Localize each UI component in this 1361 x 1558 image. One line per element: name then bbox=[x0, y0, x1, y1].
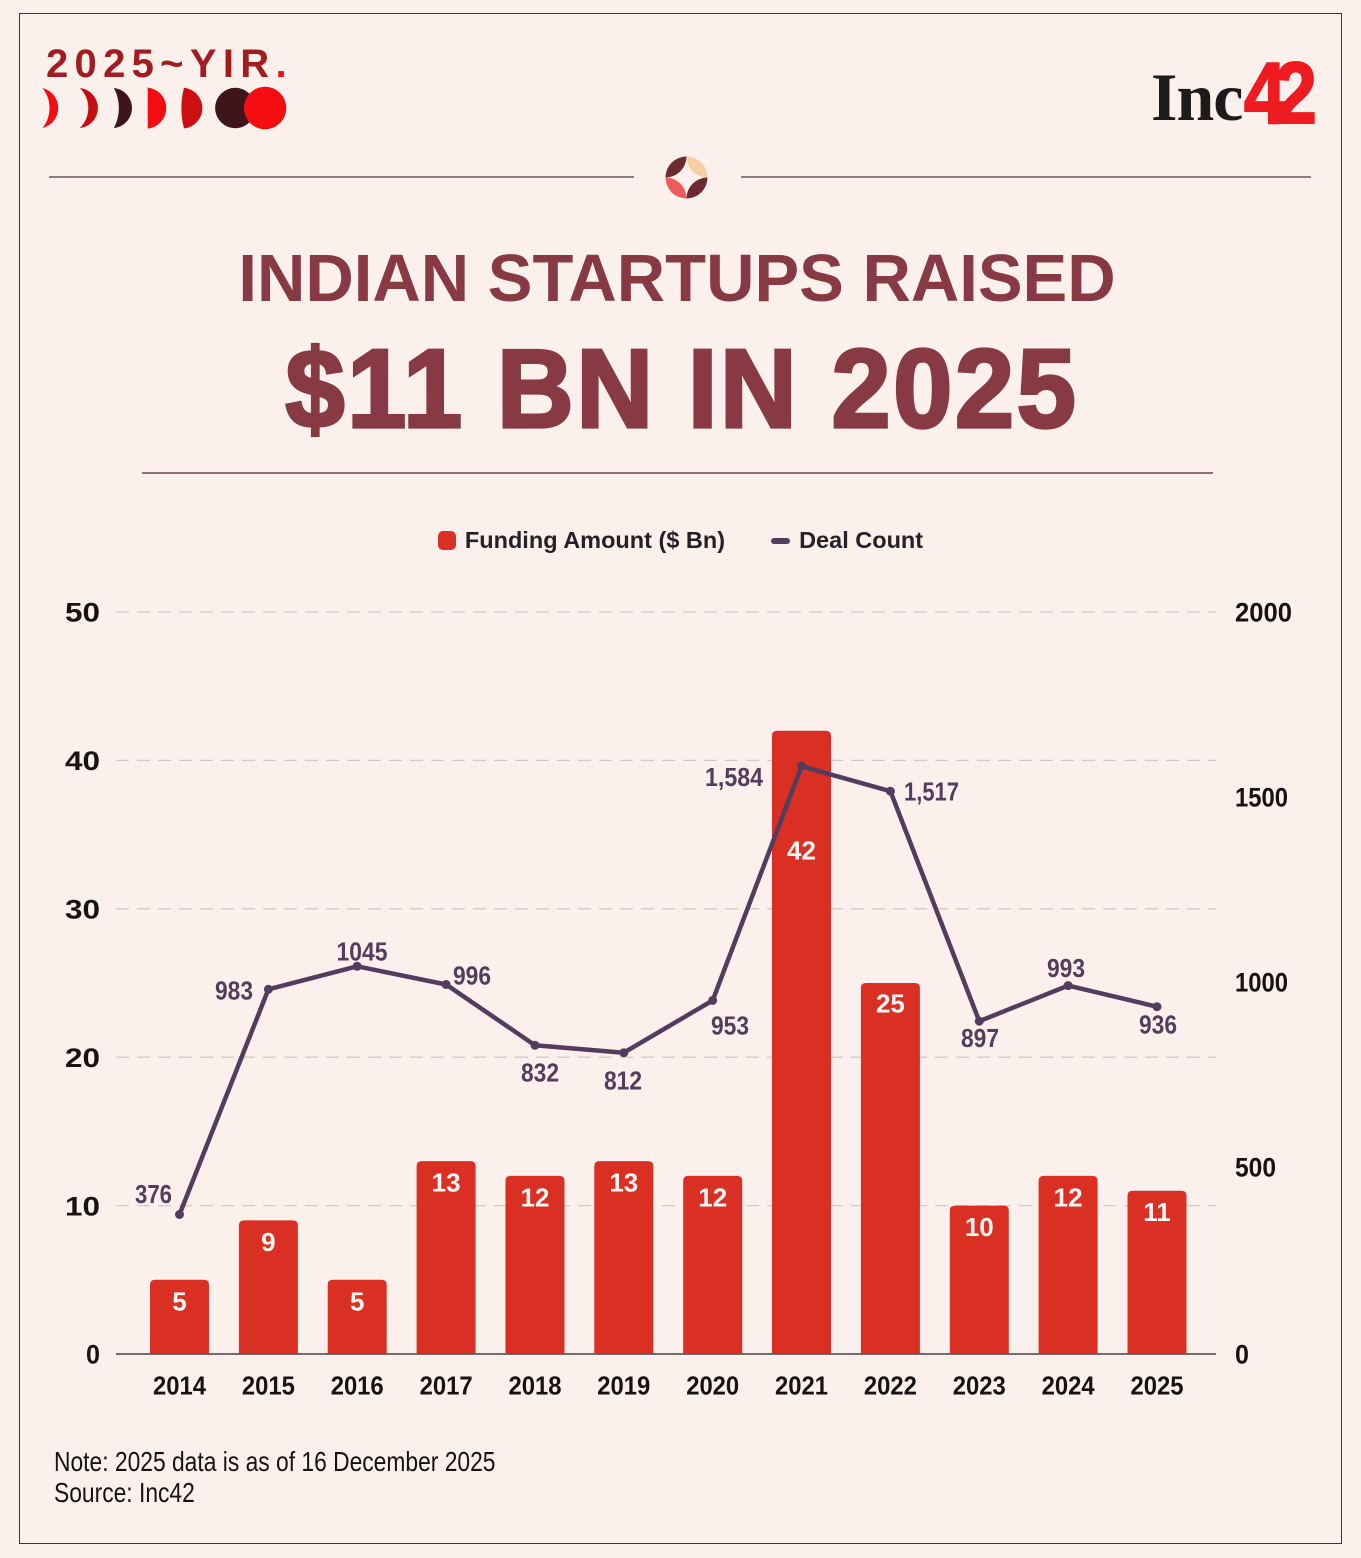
svg-text:11: 11 bbox=[1143, 1197, 1171, 1227]
svg-text:2018: 2018 bbox=[509, 1371, 562, 1401]
svg-text:2020: 2020 bbox=[686, 1371, 739, 1401]
svg-text:1045: 1045 bbox=[337, 936, 388, 966]
svg-text:1500: 1500 bbox=[1235, 783, 1288, 813]
svg-text:5: 5 bbox=[350, 1286, 364, 1316]
svg-text:2014: 2014 bbox=[153, 1371, 206, 1401]
svg-text:2015: 2015 bbox=[242, 1371, 295, 1401]
svg-text:2021: 2021 bbox=[775, 1371, 828, 1401]
svg-text:1,517: 1,517 bbox=[904, 777, 959, 807]
svg-text:996: 996 bbox=[453, 960, 491, 990]
svg-text:2024: 2024 bbox=[1042, 1371, 1095, 1401]
svg-text:12: 12 bbox=[698, 1182, 727, 1212]
svg-text:0: 0 bbox=[1235, 1339, 1249, 1369]
svg-text:993: 993 bbox=[1047, 953, 1085, 983]
svg-text:9: 9 bbox=[261, 1227, 275, 1257]
svg-text:12: 12 bbox=[521, 1182, 550, 1212]
svg-text:1,584: 1,584 bbox=[705, 762, 763, 792]
svg-text:40: 40 bbox=[65, 746, 100, 776]
svg-text:20: 20 bbox=[65, 1043, 100, 1073]
svg-text:12: 12 bbox=[1054, 1182, 1083, 1212]
svg-text:2000: 2000 bbox=[1235, 598, 1292, 628]
svg-text:13: 13 bbox=[432, 1168, 461, 1198]
svg-text:30: 30 bbox=[65, 895, 100, 925]
svg-text:897: 897 bbox=[961, 1023, 999, 1053]
svg-text:0: 0 bbox=[86, 1339, 100, 1369]
svg-text:936: 936 bbox=[1139, 1009, 1177, 1039]
svg-text:13: 13 bbox=[609, 1168, 638, 1198]
svg-text:2019: 2019 bbox=[597, 1371, 650, 1401]
svg-text:25: 25 bbox=[876, 988, 905, 1018]
svg-text:5: 5 bbox=[172, 1286, 186, 1316]
svg-text:2017: 2017 bbox=[420, 1371, 473, 1401]
svg-text:10: 10 bbox=[65, 1191, 100, 1221]
svg-text:10: 10 bbox=[965, 1212, 994, 1242]
svg-text:832: 832 bbox=[521, 1057, 559, 1087]
svg-text:2025: 2025 bbox=[1131, 1371, 1184, 1401]
svg-text:812: 812 bbox=[604, 1065, 642, 1095]
svg-text:953: 953 bbox=[711, 1010, 749, 1040]
svg-text:50: 50 bbox=[65, 598, 100, 628]
svg-text:1000: 1000 bbox=[1235, 968, 1288, 998]
svg-text:500: 500 bbox=[1235, 1153, 1276, 1183]
svg-text:42: 42 bbox=[787, 836, 816, 866]
svg-text:983: 983 bbox=[215, 975, 253, 1005]
svg-text:2023: 2023 bbox=[953, 1371, 1006, 1401]
svg-text:2022: 2022 bbox=[864, 1371, 917, 1401]
svg-text:2016: 2016 bbox=[331, 1371, 384, 1401]
svg-text:376: 376 bbox=[135, 1179, 172, 1209]
